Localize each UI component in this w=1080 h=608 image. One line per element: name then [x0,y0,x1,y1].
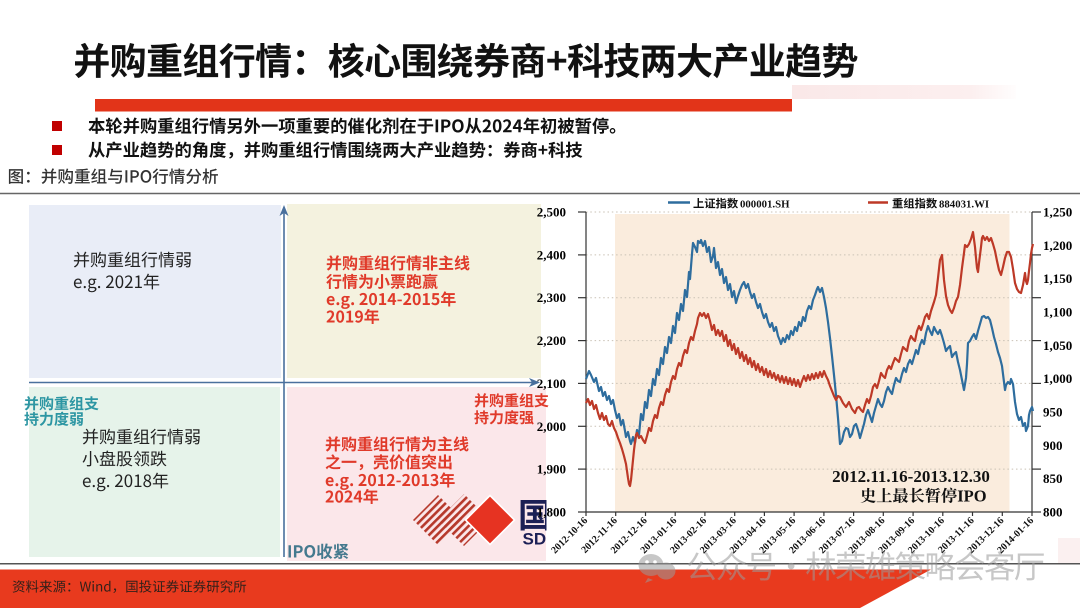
svg-text:1,900: 1,900 [537,462,566,477]
svg-text:900: 900 [1043,438,1063,453]
svg-text:950: 950 [1043,405,1063,420]
svg-text:1,250: 1,250 [1043,205,1072,220]
svg-text:2012.11.16-2013.12.30: 2012.11.16-2013.12.30 [832,467,990,486]
svg-text:1,050: 1,050 [1043,338,1072,353]
svg-text:2,500: 2,500 [537,205,566,220]
svg-text:800: 800 [1043,505,1063,520]
svg-text:000001.SH: 000001.SH [740,199,790,211]
svg-text:850: 850 [1043,471,1063,486]
svg-text:2,200: 2,200 [537,333,566,348]
svg-text:IPO: IPO [957,487,987,506]
svg-text:884031.WI: 884031.WI [939,199,989,211]
svg-text:1,100: 1,100 [1043,305,1072,320]
svg-text:2,400: 2,400 [537,247,566,262]
svg-text:1,800: 1,800 [537,505,566,520]
svg-text:2,300: 2,300 [537,290,566,305]
svg-text:2,000: 2,000 [537,419,566,434]
svg-text:1,150: 1,150 [1043,271,1072,286]
svg-text:1,200: 1,200 [1043,238,1072,253]
svg-text:2,100: 2,100 [537,376,566,391]
svg-text:1,000: 1,000 [1043,371,1072,386]
svg-text:SD: SD [523,530,547,549]
